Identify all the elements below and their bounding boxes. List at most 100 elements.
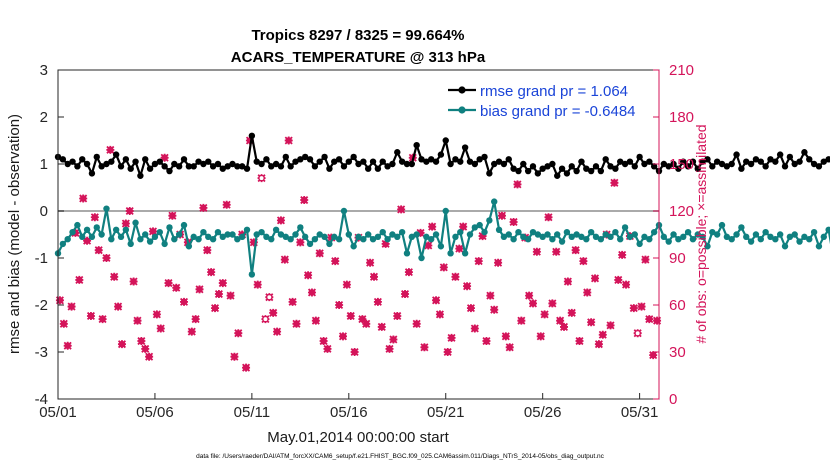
bias-point — [515, 228, 522, 236]
obs-possible-point — [214, 289, 223, 299]
bias-point — [573, 231, 580, 238]
rmse-point — [326, 165, 333, 172]
bias-point — [146, 238, 154, 245]
obs-possible-point — [451, 272, 460, 281]
rmse-point — [457, 158, 464, 165]
bias-point — [781, 243, 789, 250]
rmse-point — [500, 160, 508, 168]
bias-point — [471, 224, 479, 231]
rmse-point — [171, 160, 178, 168]
rmse-point — [214, 160, 222, 168]
rmse-point — [607, 163, 614, 170]
rmse-point — [209, 163, 217, 170]
bias-point — [825, 226, 830, 233]
bias-point — [248, 271, 256, 278]
left-y-tick-label: -4 — [35, 391, 48, 408]
obs-possible-point — [319, 336, 328, 346]
obs-possible-point — [377, 322, 386, 331]
obs-possible-point — [292, 319, 301, 328]
bias-point — [64, 236, 71, 243]
obs-possible-point — [594, 340, 603, 349]
rmse-point — [301, 153, 309, 161]
rmse-point — [772, 158, 779, 165]
rmse-point — [752, 156, 760, 163]
obs-possible-point — [389, 335, 398, 344]
rmse-point — [350, 153, 357, 161]
obs-assimilated-point — [266, 293, 273, 301]
obs-possible-point — [563, 277, 572, 286]
bias-point — [79, 233, 86, 241]
obs-possible-point — [311, 316, 320, 325]
left-y-tick-label: 0 — [40, 203, 48, 220]
obs-possible-point — [497, 211, 507, 220]
bias-point — [801, 233, 808, 241]
left-y-axis: 3 2 1 0 -1 -2 -3 -4 — [35, 62, 64, 408]
bias-point — [326, 240, 333, 248]
legend-rmse-label: rmse grand pr = 1.064 — [480, 83, 628, 100]
obs-possible-point — [133, 316, 142, 325]
rmse-point — [689, 158, 697, 165]
rmse-point — [646, 158, 653, 165]
obs-possible-point — [323, 344, 332, 353]
obs-possible-point — [559, 322, 569, 331]
x-tick-label: 05/06 — [136, 404, 174, 421]
rmse-point — [563, 170, 571, 177]
right-y-tick-label: 90 — [669, 250, 686, 267]
obs-possible-point — [280, 255, 289, 264]
bias-point — [806, 236, 813, 243]
rmse-point — [364, 165, 372, 172]
rmse-point — [340, 163, 348, 170]
rmse-point — [704, 156, 711, 163]
obs-possible-point — [649, 351, 658, 360]
right-y-axis: 210 180 150 120 90 60 30 0 — [653, 62, 694, 408]
obs-possible-point — [373, 297, 382, 306]
bias-point — [258, 228, 265, 236]
rmse-point — [83, 160, 91, 168]
rmse-point — [680, 158, 687, 165]
rmse-point — [311, 163, 319, 170]
obs-possible-point — [544, 213, 553, 222]
rmse-point — [142, 156, 149, 163]
obs-possible-point — [641, 255, 650, 264]
rmse-point — [660, 160, 668, 168]
obs-possible-point — [540, 310, 549, 319]
rmse-point — [776, 151, 784, 158]
bias-point — [428, 236, 435, 243]
obs-possible-point — [412, 319, 421, 328]
bias-point — [205, 233, 212, 241]
obs-possible-point — [466, 304, 475, 313]
bias-point — [389, 231, 396, 238]
obs-possible-point — [148, 227, 158, 236]
rmse-point — [423, 158, 430, 165]
bias-point — [592, 233, 600, 241]
rmse-point — [224, 163, 231, 170]
rmse-point — [743, 158, 750, 165]
rmse-point — [345, 158, 353, 165]
obs-possible-point — [284, 136, 293, 145]
rmse-point — [175, 163, 183, 170]
rmse-point — [59, 156, 67, 163]
rmse-point — [413, 142, 420, 149]
bias-point — [292, 231, 299, 238]
obs-possible-point — [114, 302, 123, 311]
rmse-point — [573, 167, 580, 175]
obs-assimilated-markers — [258, 174, 641, 337]
obs-possible-point — [152, 310, 161, 319]
rmse-point — [578, 158, 585, 165]
rmse-point — [190, 163, 197, 170]
legend-box — [441, 77, 651, 121]
bias-point — [287, 236, 294, 243]
obs-possible-point — [179, 297, 189, 306]
rmse-point — [389, 160, 396, 168]
rmse-point — [534, 170, 542, 177]
legend-bias-marker — [458, 106, 466, 114]
rmse-point — [539, 165, 546, 172]
obs-possible-point — [288, 297, 297, 306]
rmse-point — [79, 156, 86, 163]
rmse-point — [238, 163, 246, 170]
rmse-point — [694, 165, 701, 172]
obs-possible-point — [226, 291, 235, 300]
obs-possible-point — [362, 319, 371, 328]
right-y-tick-label: 30 — [669, 344, 686, 361]
bias-point — [374, 233, 382, 241]
